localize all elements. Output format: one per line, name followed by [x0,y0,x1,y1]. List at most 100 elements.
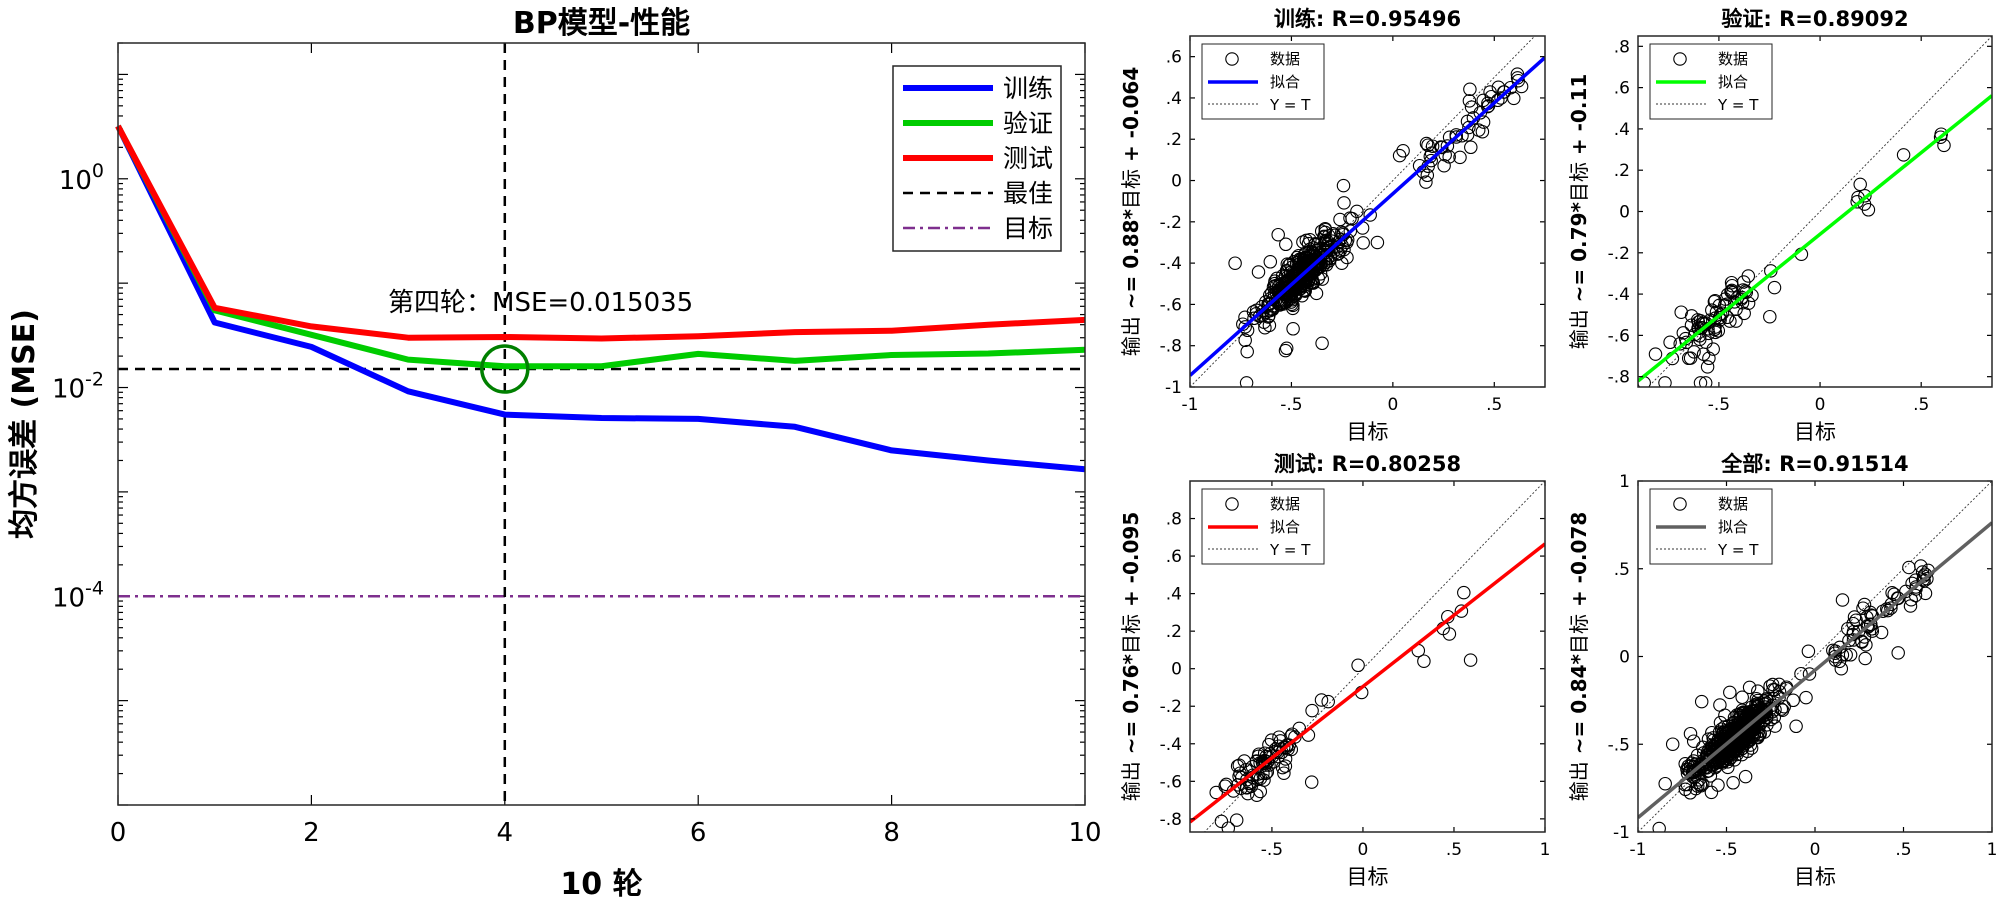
plot-area [1190,481,1545,832]
legend-box [1201,43,1325,120]
data-point [1249,754,1264,768]
regression-axes-frame [1637,35,1993,388]
y-tick-label: -1 [1613,823,1630,843]
regression-title: 全部: R=0.91514 [1720,452,1908,476]
data-point [1440,139,1455,153]
y-axis-label-part: ~= 0.76* [1119,653,1143,761]
data-point [1214,814,1229,829]
data-point [1683,351,1698,365]
data-point [1484,89,1499,104]
identity-line [1190,36,1536,387]
fit-line [1638,521,1992,819]
data-point [1350,204,1364,219]
data-point [1881,603,1895,618]
y-axis-label-part: 输出 [1567,309,1591,349]
data-point [1321,694,1335,709]
data-point [1846,616,1860,631]
data-point [1896,148,1911,162]
data-point [1759,705,1774,719]
data-point [1696,746,1711,760]
x-tick-label: -1 [1182,395,1199,415]
plot-area [1190,36,1545,387]
data-point [1858,651,1872,666]
x-axis-label: 目标 [1347,420,1389,444]
data-point [1454,604,1469,618]
y-axis-label-part: + -0.078 [1567,512,1591,614]
data-point [1337,196,1351,210]
y-tick-label: -.8 [1160,337,1182,357]
x-axis-label: 10 轮 [560,867,642,902]
data-point [1741,269,1756,283]
data-point [1457,585,1471,600]
data-point [1768,719,1782,733]
y-axis-label-part: + -0.095 [1119,512,1143,614]
data-point [1480,99,1495,114]
data-point [1679,335,1694,350]
data-point [1240,344,1254,359]
x-tick-label: -1 [1630,840,1647,860]
y-tick-label: .8 [1614,37,1630,57]
annotation-value: MSE=0.015035 [492,288,693,318]
y-tick-base: 10 [59,166,92,196]
data-point [1262,318,1277,333]
training-line [115,124,1086,473]
data-point [1786,693,1800,708]
data-point [1304,775,1319,789]
data-point [1463,653,1478,667]
data-point [1279,281,1293,295]
data-point [1238,333,1252,348]
fit-line [1190,56,1545,377]
data-point [1417,654,1431,668]
plot-area [1638,481,1992,832]
legend-data-marker [1673,52,1687,66]
data-point [1884,597,1899,611]
data-point [1230,759,1245,773]
y-tick-label: .4 [1166,89,1182,109]
x-tick-label: 1 [1987,840,1998,860]
data-point [1663,335,1677,350]
identity-line [1638,481,1992,832]
legend-data-marker [1673,497,1687,511]
data-point [1706,342,1720,356]
data-point [1843,648,1858,662]
data-point [1705,738,1719,753]
data-point [1678,782,1693,797]
x-tick-label: 4 [497,818,514,848]
regression-plot-training: 训练: R=0.95496 -1 -.5 0 .5 -1 -.8 -.6 -.4 -.2 0 .2 .4… [1119,7,1546,444]
data-point [1271,227,1285,242]
data-point [1908,588,1923,603]
data-point [1706,758,1721,772]
data-point [1300,265,1315,279]
best-annotation: 第四轮：MSE=0.015035 [388,288,693,318]
data-point [1419,175,1433,189]
data-point [1232,758,1247,773]
legend-test-label: 测试 [1003,144,1053,173]
y-tick-label: -.6 [1160,772,1182,792]
data-point [1858,189,1872,203]
data-point [1833,640,1847,655]
data-point [1221,821,1236,832]
legend-data-marker [1225,52,1239,66]
data-point [1799,690,1813,705]
data-point [1658,776,1672,791]
data-point [1363,208,1377,222]
regression-plot-test: 测试: R=0.80258 -.5 0 .5 1 -.8 -.6 -.4 -.2 0 .2 .4 .6.… [1119,452,1550,889]
data-point [1665,737,1680,751]
data-point [1700,360,1715,374]
data-point [1702,351,1716,366]
data-point [1802,667,1817,681]
data-point [1864,617,1878,632]
legend-identity-label: Y = T [1269,96,1311,114]
data-point [1228,256,1242,270]
data-point [1251,770,1266,784]
y-tick-label: .4 [1614,120,1630,140]
x-tick-label: 2 [303,818,320,848]
data-point [1268,274,1282,288]
data-point [1263,255,1278,269]
data-point [1917,574,1931,588]
data-point [1286,301,1300,316]
data-point [1462,120,1476,135]
data-point [1720,287,1735,302]
